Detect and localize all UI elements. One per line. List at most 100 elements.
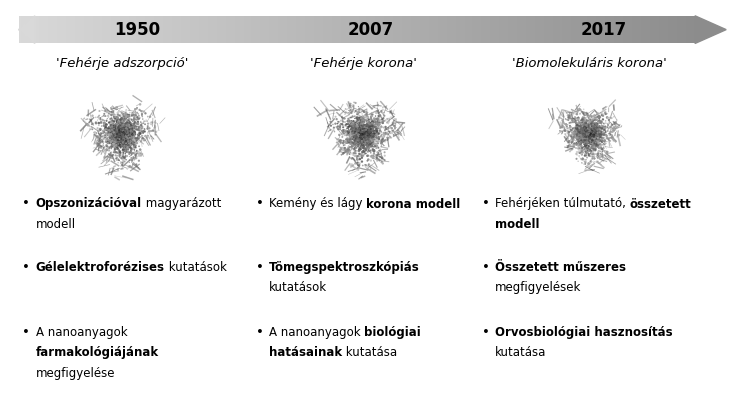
Point <box>356 130 368 137</box>
Point <box>597 128 608 135</box>
Point <box>579 131 591 137</box>
Point <box>368 122 379 128</box>
Point <box>574 127 586 133</box>
Point <box>133 128 145 134</box>
Point <box>116 126 128 133</box>
Point <box>358 134 370 140</box>
Point <box>118 135 130 141</box>
Point <box>578 135 590 142</box>
Point <box>363 140 375 146</box>
Point <box>359 132 370 138</box>
Point <box>118 130 130 136</box>
Point <box>117 118 129 124</box>
Point <box>356 126 368 132</box>
Point <box>125 125 137 132</box>
Point <box>133 111 144 117</box>
Point <box>130 137 142 143</box>
Point <box>388 122 400 129</box>
Point <box>355 136 367 143</box>
Point <box>363 134 375 140</box>
Point <box>350 125 362 131</box>
Bar <box>362 16 365 43</box>
Point <box>574 140 585 147</box>
Point <box>116 153 127 159</box>
Point <box>124 120 136 126</box>
Bar <box>630 16 633 43</box>
Point <box>350 136 362 143</box>
Point <box>591 125 603 131</box>
Point <box>116 131 128 137</box>
Point <box>357 162 369 169</box>
Point <box>585 130 597 136</box>
Point <box>569 128 581 135</box>
Point <box>581 132 593 138</box>
Point <box>127 109 139 116</box>
Point <box>353 126 365 133</box>
Point <box>352 134 364 140</box>
Point <box>364 133 376 139</box>
Point <box>99 120 111 126</box>
Point <box>116 137 128 143</box>
Point <box>113 131 124 137</box>
Point <box>590 130 602 136</box>
Point <box>356 133 368 139</box>
Point <box>339 138 350 144</box>
Point <box>337 127 349 133</box>
Point <box>118 131 130 137</box>
Point <box>358 143 370 150</box>
Point <box>572 158 584 164</box>
Point <box>587 136 599 142</box>
Bar <box>438 16 441 43</box>
Point <box>368 153 379 159</box>
Point <box>137 129 149 135</box>
Point <box>118 131 130 137</box>
Point <box>365 125 377 132</box>
Point <box>116 131 128 137</box>
Point <box>332 126 344 132</box>
Point <box>592 128 604 134</box>
Point <box>116 132 127 138</box>
Point <box>111 134 123 140</box>
Point <box>585 132 597 139</box>
Point <box>367 124 379 130</box>
Point <box>361 132 373 139</box>
Point <box>581 135 593 141</box>
Point <box>356 138 368 144</box>
Point <box>128 115 140 122</box>
Point <box>116 132 128 138</box>
Point <box>125 128 137 134</box>
Point <box>588 133 599 139</box>
Point <box>588 146 600 152</box>
Point <box>113 136 124 142</box>
Point <box>589 133 601 139</box>
Point <box>583 131 595 137</box>
Point <box>363 141 375 148</box>
Bar <box>569 16 572 43</box>
Point <box>583 132 595 138</box>
Bar <box>129 16 132 43</box>
Point <box>118 126 130 132</box>
Point <box>119 117 131 123</box>
Point <box>377 107 389 113</box>
Point <box>584 124 596 130</box>
Point <box>112 124 124 130</box>
Point <box>117 147 129 153</box>
Point <box>588 134 599 140</box>
Point <box>334 123 346 129</box>
Point <box>358 132 370 138</box>
Point <box>580 135 592 142</box>
Point <box>356 131 368 137</box>
Point <box>585 126 597 133</box>
Point <box>146 119 158 126</box>
Point <box>360 147 372 153</box>
Point <box>356 130 368 136</box>
Point <box>117 132 129 139</box>
Point <box>597 130 608 137</box>
Point <box>119 126 131 132</box>
Point <box>367 120 379 126</box>
Point <box>115 132 127 139</box>
Point <box>590 132 602 138</box>
Point <box>588 128 599 134</box>
Point <box>364 141 376 147</box>
Point <box>106 144 118 150</box>
